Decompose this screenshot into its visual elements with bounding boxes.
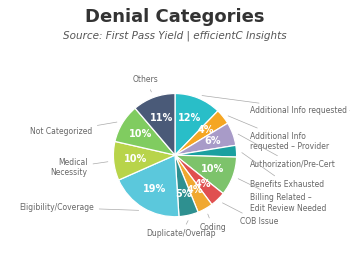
Text: 10%: 10% xyxy=(201,164,224,174)
Text: Source: First Pass Yield | efficientC Insights: Source: First Pass Yield | efficientC In… xyxy=(63,30,287,41)
Text: COB Issue: COB Issue xyxy=(223,203,278,226)
Wedge shape xyxy=(115,108,175,155)
Text: 4%: 4% xyxy=(198,125,215,135)
Wedge shape xyxy=(175,94,218,155)
Text: Eligibility/Coverage: Eligibility/Coverage xyxy=(19,203,139,212)
Text: Additional Info requested – Patient: Additional Info requested – Patient xyxy=(202,96,350,115)
Wedge shape xyxy=(175,155,223,204)
Wedge shape xyxy=(113,142,175,180)
Wedge shape xyxy=(175,155,212,212)
Text: Authorization/Pre-Cert: Authorization/Pre-Cert xyxy=(238,134,336,169)
Wedge shape xyxy=(175,145,237,157)
Text: Billing Related –
Edit Review Needed: Billing Related – Edit Review Needed xyxy=(238,179,327,213)
Text: 12%: 12% xyxy=(178,113,202,123)
Text: Coding: Coding xyxy=(200,214,226,232)
Text: 6%: 6% xyxy=(204,136,221,146)
Text: Benefits Exhausted: Benefits Exhausted xyxy=(242,153,324,189)
Text: Additional Info
requested – Provider: Additional Info requested – Provider xyxy=(228,116,329,151)
Text: 10%: 10% xyxy=(124,154,147,164)
Text: Duplicate/Overlap: Duplicate/Overlap xyxy=(146,221,216,238)
Wedge shape xyxy=(175,155,198,217)
Wedge shape xyxy=(175,123,236,155)
Wedge shape xyxy=(119,155,179,217)
Text: 4%: 4% xyxy=(195,179,211,189)
Text: 19%: 19% xyxy=(142,184,166,194)
Text: Not Categorized: Not Categorized xyxy=(30,122,117,136)
Text: Denial Categories: Denial Categories xyxy=(85,8,265,26)
Text: Others: Others xyxy=(133,75,158,92)
Wedge shape xyxy=(135,94,175,155)
Wedge shape xyxy=(175,111,228,155)
Text: 11%: 11% xyxy=(149,112,173,122)
Text: 10%: 10% xyxy=(129,129,152,139)
Text: Medical
Necessity: Medical Necessity xyxy=(50,158,108,177)
Wedge shape xyxy=(175,155,237,194)
Text: 4%: 4% xyxy=(187,185,203,195)
Text: 5%: 5% xyxy=(176,189,192,199)
